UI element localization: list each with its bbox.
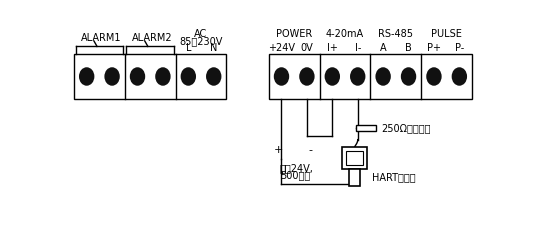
Ellipse shape xyxy=(206,67,222,86)
Text: -: - xyxy=(308,145,312,155)
Text: B: B xyxy=(405,43,412,53)
Ellipse shape xyxy=(130,67,145,86)
Bar xyxy=(349,169,360,186)
Text: P-: P- xyxy=(455,43,464,53)
Text: RS-485: RS-485 xyxy=(378,29,414,39)
Ellipse shape xyxy=(401,67,416,86)
Ellipse shape xyxy=(155,67,170,86)
Text: I+: I+ xyxy=(327,43,338,53)
Ellipse shape xyxy=(299,67,315,86)
Text: P+: P+ xyxy=(427,43,441,53)
Text: 4-20mA: 4-20mA xyxy=(326,29,364,39)
Ellipse shape xyxy=(104,67,120,86)
Text: PULSE: PULSE xyxy=(431,29,462,39)
Text: A: A xyxy=(380,43,387,53)
Text: 250Ω采样电阱: 250Ω采样电阱 xyxy=(381,123,430,133)
Text: N: N xyxy=(210,43,217,53)
Text: 直流24V,: 直流24V, xyxy=(280,163,314,173)
Bar xyxy=(269,54,472,99)
Text: 500毫安: 500毫安 xyxy=(280,170,310,180)
Text: ALARM2: ALARM2 xyxy=(131,33,172,43)
Ellipse shape xyxy=(426,67,442,86)
Ellipse shape xyxy=(274,67,289,86)
Ellipse shape xyxy=(79,67,95,86)
Ellipse shape xyxy=(324,67,340,86)
Text: ALARM1: ALARM1 xyxy=(81,33,121,43)
Bar xyxy=(342,147,367,169)
Ellipse shape xyxy=(180,67,196,86)
Text: AC: AC xyxy=(194,29,208,39)
Ellipse shape xyxy=(452,67,467,86)
Bar xyxy=(74,54,227,99)
Bar xyxy=(346,151,363,165)
Ellipse shape xyxy=(350,67,365,86)
Text: HART手操器: HART手操器 xyxy=(372,172,415,182)
Text: L: L xyxy=(185,43,191,53)
Ellipse shape xyxy=(376,67,391,86)
Text: POWER: POWER xyxy=(276,29,312,39)
Bar xyxy=(356,125,376,131)
Text: 85～230V: 85～230V xyxy=(179,36,223,46)
Text: 0V: 0V xyxy=(300,43,313,53)
Text: +24V: +24V xyxy=(268,43,295,53)
Text: I-: I- xyxy=(355,43,361,53)
Text: +: + xyxy=(274,145,283,155)
